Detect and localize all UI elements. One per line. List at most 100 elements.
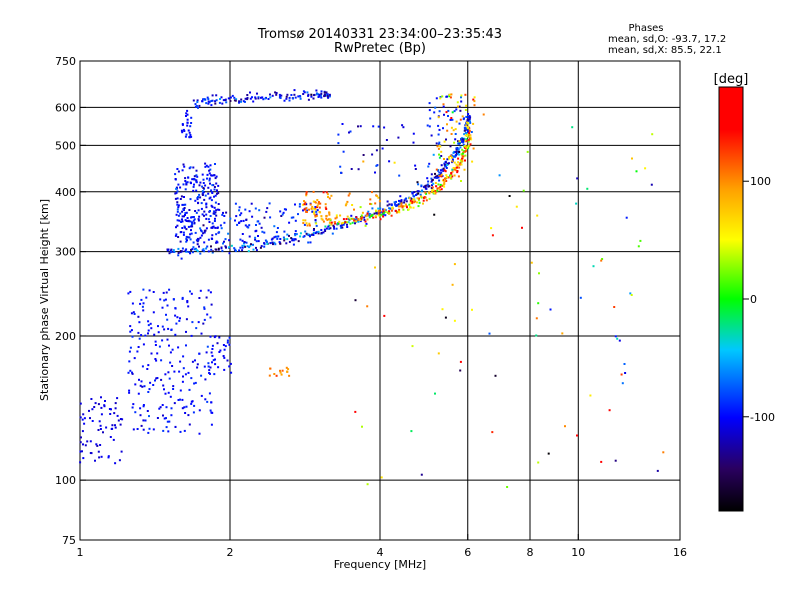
echo-point — [209, 366, 212, 369]
echo-point — [155, 359, 158, 362]
echo-point — [459, 109, 462, 112]
echo-point — [185, 211, 188, 214]
echo-point — [162, 291, 165, 294]
echo-point — [185, 133, 188, 136]
echo-point — [209, 210, 211, 212]
echo-point — [210, 189, 213, 192]
echo-point — [215, 189, 218, 192]
echo-point — [308, 222, 311, 225]
echo-point — [348, 192, 351, 195]
echo-point — [117, 419, 120, 422]
echo-point — [264, 239, 267, 242]
echo-point — [166, 338, 169, 341]
x-tick-label: 4 — [377, 546, 384, 559]
echo-point — [271, 94, 274, 97]
echo-point — [389, 207, 392, 210]
echo-point — [255, 229, 258, 232]
echo-point — [210, 104, 213, 107]
echo-point — [187, 176, 190, 179]
echo-point — [205, 227, 208, 230]
echo-point — [403, 205, 406, 208]
echo-point — [283, 238, 286, 240]
echo-point — [435, 142, 438, 145]
echo-point — [344, 204, 347, 207]
echo-point — [152, 428, 155, 431]
echo-point — [444, 177, 447, 180]
echo-point — [185, 405, 188, 408]
echo-point — [368, 216, 371, 219]
echo-point — [313, 228, 315, 230]
echo-point — [537, 302, 540, 305]
echo-point — [176, 201, 179, 204]
echo-point — [415, 193, 418, 196]
echo-point — [383, 314, 386, 317]
echo-point — [201, 173, 204, 176]
echo-point — [351, 204, 354, 206]
echo-point — [307, 241, 310, 244]
echo-point — [374, 171, 376, 174]
echo-point — [398, 208, 401, 211]
echo-point — [181, 407, 184, 410]
echo-point — [409, 199, 412, 202]
echo-point — [191, 216, 194, 219]
echo-point — [171, 348, 174, 351]
echo-point — [164, 373, 167, 376]
echo-point — [467, 139, 470, 142]
echo-point — [371, 191, 373, 194]
echo-point — [252, 100, 255, 103]
echo-point — [407, 208, 410, 211]
echo-point — [370, 203, 373, 206]
echo-point — [443, 158, 445, 160]
echo-point — [233, 247, 236, 250]
echo-point — [158, 345, 161, 348]
echo-point — [209, 182, 211, 185]
echo-point — [163, 417, 166, 420]
echo-point — [147, 391, 150, 393]
echo-point — [211, 191, 214, 194]
echo-point — [187, 220, 190, 223]
echo-point — [271, 241, 274, 244]
echo-point — [425, 187, 428, 190]
echo-point — [458, 142, 461, 145]
echo-point — [350, 168, 353, 170]
echo-point — [448, 156, 451, 159]
echo-point — [309, 203, 312, 206]
echo-point — [185, 250, 188, 253]
echo-point — [332, 224, 335, 227]
echo-point — [266, 207, 269, 210]
echo-point — [637, 245, 640, 248]
echo-point — [83, 422, 86, 425]
echo-point — [165, 313, 167, 316]
echo-point — [354, 410, 357, 413]
echo-point — [186, 301, 189, 304]
echo-point — [227, 232, 230, 235]
echo-point — [193, 183, 195, 186]
echo-point — [323, 95, 326, 98]
echo-point — [138, 321, 141, 324]
echo-point — [174, 333, 177, 336]
echo-point — [209, 372, 211, 375]
echo-point — [99, 428, 102, 430]
echo-point — [437, 133, 440, 136]
echo-point — [419, 193, 422, 196]
echo-point — [121, 418, 124, 421]
echo-point — [428, 162, 431, 165]
echo-point — [467, 130, 470, 133]
echo-point — [269, 93, 271, 96]
echo-point — [226, 341, 229, 344]
echo-point — [293, 93, 296, 96]
echo-point — [167, 391, 170, 394]
echo-point — [314, 201, 317, 204]
echo-point — [365, 222, 368, 225]
echo-point — [600, 259, 603, 262]
echo-point — [189, 166, 192, 169]
echo-point — [320, 231, 323, 234]
echo-point — [196, 363, 199, 366]
echo-point — [212, 212, 215, 215]
echo-point — [460, 139, 463, 142]
echo-point — [288, 234, 290, 237]
echo-point — [218, 208, 221, 211]
echo-point — [201, 185, 204, 188]
echo-point — [427, 183, 430, 186]
echo-point — [366, 214, 369, 217]
